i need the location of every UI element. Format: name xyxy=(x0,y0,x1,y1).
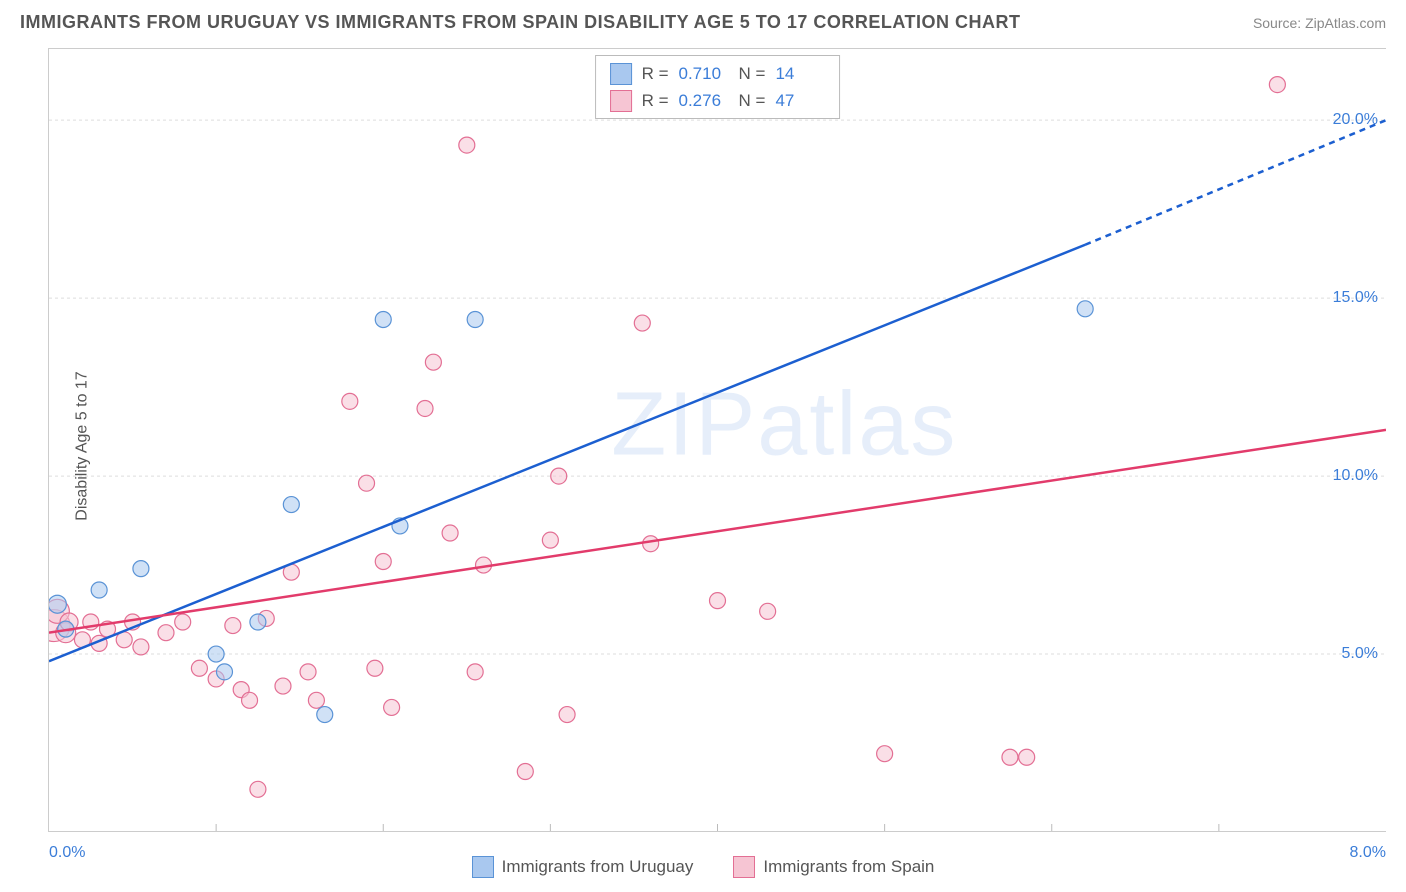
scatter-plot-svg xyxy=(49,49,1386,832)
chart-title: IMMIGRANTS FROM URUGUAY VS IMMIGRANTS FR… xyxy=(20,12,1021,33)
swatch-spain xyxy=(610,90,632,112)
r-label: R = xyxy=(642,87,669,114)
chart-source: Source: ZipAtlas.com xyxy=(1253,15,1386,31)
x-axis-line xyxy=(48,831,1386,832)
legend-item-uruguay: Immigrants from Uruguay xyxy=(472,856,694,878)
correlation-row-uruguay: R = 0.710 N = 14 xyxy=(610,60,826,87)
n-label: N = xyxy=(739,60,766,87)
legend-item-spain: Immigrants from Spain xyxy=(733,856,934,878)
correlation-legend: R = 0.710 N = 14 R = 0.276 N = 47 xyxy=(595,55,841,119)
r-label: R = xyxy=(642,60,669,87)
y-tick-label: 15.0% xyxy=(1333,289,1378,307)
swatch-spain xyxy=(733,856,755,878)
correlation-row-spain: R = 0.276 N = 47 xyxy=(610,87,826,114)
y-tick-label: 20.0% xyxy=(1333,111,1378,129)
swatch-uruguay xyxy=(610,63,632,85)
chart-area: R = 0.710 N = 14 R = 0.276 N = 47 ZIPatl… xyxy=(48,48,1386,832)
series-legend: Immigrants from Uruguay Immigrants from … xyxy=(0,856,1406,878)
n-label: N = xyxy=(739,87,766,114)
swatch-uruguay xyxy=(472,856,494,878)
n-value-uruguay: 14 xyxy=(775,60,825,87)
n-value-spain: 47 xyxy=(775,87,825,114)
y-tick-label: 5.0% xyxy=(1342,645,1378,663)
y-tick-label: 10.0% xyxy=(1333,467,1378,485)
legend-label-uruguay: Immigrants from Uruguay xyxy=(502,857,694,877)
r-value-uruguay: 0.710 xyxy=(679,60,729,87)
r-value-spain: 0.276 xyxy=(679,87,729,114)
legend-label-spain: Immigrants from Spain xyxy=(763,857,934,877)
